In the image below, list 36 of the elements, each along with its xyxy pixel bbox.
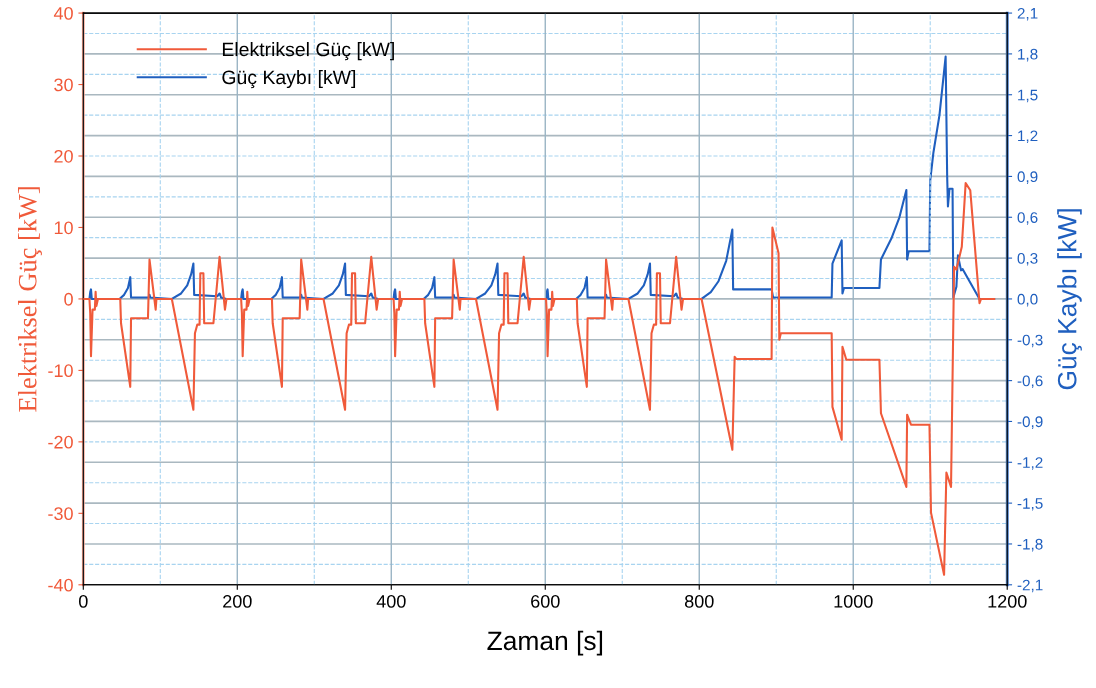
y-tick-label: 30	[54, 78, 73, 92]
y2-tick-label: 0,9	[1017, 171, 1038, 184]
x-tick-label: 400	[376, 595, 406, 608]
y2-axis-title: Güç Kaybı [kW]	[1057, 209, 1082, 390]
x-tick-label: 0	[78, 595, 88, 608]
y-tick-label: -10	[48, 364, 73, 378]
x-tick-label: 800	[684, 595, 714, 608]
y2-tick-label: -1,8	[1017, 538, 1043, 552]
y2-tick-label: 0,6	[1017, 212, 1038, 225]
y-tick-label: 20	[54, 149, 73, 163]
y2-tick-label: -1,2	[1017, 457, 1043, 470]
x-tick-label: 1000	[834, 595, 873, 608]
y-tick-label: 10	[54, 221, 73, 235]
x-tick-label: 600	[531, 595, 560, 608]
y-axis-title: Elektriksel Güç [kW]	[17, 187, 42, 412]
legend-label: Güç Kaybı [kW]	[222, 69, 356, 89]
y2-tick-label: 1,2	[1018, 130, 1038, 144]
y2-tick-label: 2,1	[1017, 7, 1038, 21]
x-axis-title: Zaman [s]	[487, 630, 603, 656]
x-tick-label: 200	[223, 595, 252, 608]
y2-tick-label: 1,8	[1018, 48, 1038, 62]
y2-tick-label: 0,0	[1017, 293, 1038, 307]
y2-tick-label: -0,9	[1017, 416, 1043, 429]
y-tick-label: 0	[64, 292, 73, 306]
legend-label: Elektriksel Güç [kW]	[222, 42, 394, 61]
y-tick-label: -20	[48, 435, 73, 449]
y2-tick-label: -2,1	[1017, 579, 1043, 593]
y-tick-label: -40	[48, 578, 73, 592]
x-tick-label: 1200	[988, 595, 1027, 608]
y-tick-label: 40	[53, 7, 73, 20]
y2-tick-label: 0,3	[1017, 252, 1038, 266]
y2-tick-label: -0,6	[1017, 375, 1043, 389]
y-tick-label: -30	[48, 507, 73, 521]
y2-tick-label: -0,3	[1017, 334, 1043, 348]
y2-tick-label: 1,5	[1018, 89, 1038, 103]
y2-tick-label: -1,5	[1017, 498, 1043, 511]
